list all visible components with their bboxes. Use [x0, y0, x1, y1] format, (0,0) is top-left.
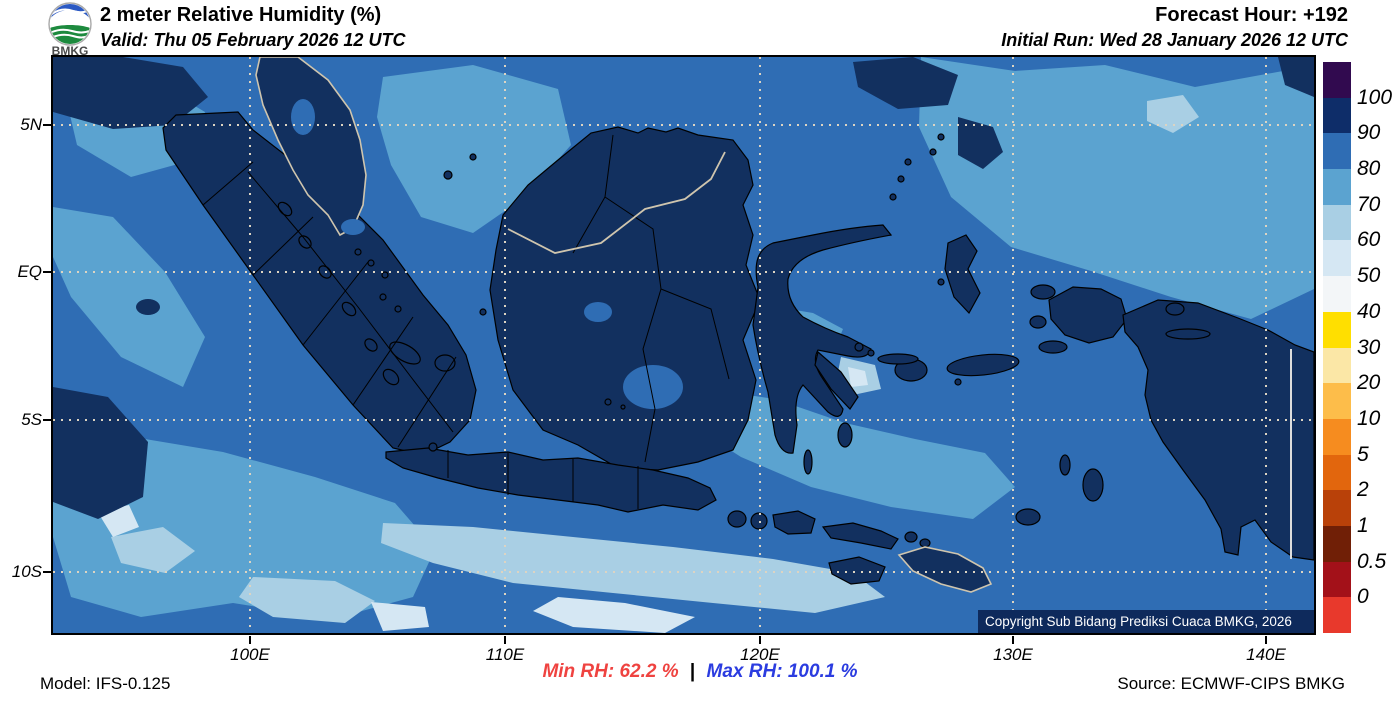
forecast-hour-label: Forecast Hour: +192: [1155, 4, 1348, 26]
colorbar-label: 20: [1357, 371, 1381, 395]
malaysia-border: [507, 151, 726, 254]
lon-tick: [1012, 636, 1014, 644]
colorbar-label: 1: [1357, 513, 1369, 537]
min-rh-label: Min RH: 62.2 %: [542, 661, 679, 682]
colorbar-cell: [1323, 347, 1351, 384]
colorbar-label: 100: [1357, 85, 1393, 109]
colorbar-label: 0: [1357, 585, 1369, 609]
colorbar-cell: [1323, 311, 1351, 348]
lat-label-10s: 10S: [11, 562, 42, 581]
lon-tick: [1265, 636, 1267, 644]
minmax-separator: |: [689, 661, 696, 682]
colorbar-label: 40: [1357, 299, 1381, 323]
colorbar-cell: [1323, 454, 1351, 491]
colorbar-cell: [1323, 133, 1351, 170]
colorbar-cell: [1323, 169, 1351, 205]
colorbar-cell: [1323, 561, 1351, 598]
colorbar-cell: [1323, 418, 1351, 455]
colorbar-label: 2: [1357, 478, 1369, 502]
lat-label-5n: 5N: [20, 115, 42, 134]
lon-tick: [759, 636, 761, 644]
graticule: [53, 57, 1314, 633]
lon-label-140e: 140E: [1246, 645, 1286, 664]
province-borders: [202, 134, 730, 509]
lat-tick: [43, 271, 51, 273]
copyright-notice: Copyright Sub Bidang Prediksi Cuaca BMKG…: [978, 610, 1314, 633]
colorbar-label: 0.5: [1357, 549, 1387, 573]
colorbar-cell: [1323, 597, 1351, 633]
max-rh-label: Max RH: 100.1 %: [706, 661, 858, 682]
lon-tick: [249, 636, 251, 644]
lat-label-5s: 5S: [21, 410, 42, 429]
colorbar-cell: [1323, 490, 1351, 526]
minmax-row: Min RH: 62.2 % | Max RH: 100.1 %: [0, 661, 1400, 683]
lat-tick: [43, 571, 51, 573]
islands: [162, 111, 1314, 585]
colorbar-label: 10: [1357, 406, 1381, 430]
colorbar-label: 30: [1357, 335, 1381, 359]
humidity-map: [53, 57, 1314, 633]
bmkg-logo-text: BMKG: [52, 44, 89, 56]
lon-label-130e: 130E: [993, 645, 1033, 664]
colorbar-label: 60: [1357, 228, 1381, 252]
colorbar-label: 70: [1357, 192, 1381, 216]
colorbar-label: 80: [1357, 157, 1381, 181]
page-title: 2 meter Relative Humidity (%): [100, 4, 382, 26]
initial-run-label: Initial Run: Wed 28 January 2026 12 UTC: [1001, 30, 1348, 50]
colorbar-labels: 100 90 80 70 60 50 40 30 20 10 5 2 1 0.5 0: [1357, 62, 1399, 633]
rh-80-90-land-patches: [291, 99, 683, 409]
rh-90-100-sea: [53, 57, 1314, 519]
colorbar: [1323, 62, 1351, 633]
lat-tick: [43, 419, 51, 421]
colorbar-label: 50: [1357, 264, 1381, 288]
model-label: Model: IFS-0.125: [40, 674, 171, 693]
colorbar-cell: [1323, 97, 1351, 134]
rh-50-60-region: [97, 367, 868, 633]
map-frame: Copyright Sub Bidang Prediksi Cuaca BMKG…: [51, 55, 1316, 635]
colorbar-label: 5: [1357, 442, 1369, 466]
lon-label-110e: 110E: [485, 645, 525, 664]
lat-tick: [43, 124, 51, 126]
colorbar-cell: [1323, 204, 1351, 241]
colorbar-cell: [1323, 383, 1351, 419]
valid-time-label: Valid: Thu 05 February 2026 12 UTC: [100, 30, 406, 50]
colorbar-cell: [1323, 276, 1351, 312]
colorbar-cell: [1323, 525, 1351, 562]
colorbar-cell: [1323, 240, 1351, 277]
bmkg-logo: BMKG: [48, 2, 92, 56]
colorbar-cell: [1323, 62, 1351, 98]
lon-label-120e: 120E: [740, 645, 780, 664]
source-label: Source: ECMWF-CIPS BMKG: [1117, 674, 1345, 693]
lon-label-100e: 100E: [230, 645, 270, 664]
lon-tick: [504, 636, 506, 644]
lat-label-eq: EQ: [17, 262, 42, 281]
colorbar-label: 90: [1357, 121, 1381, 145]
